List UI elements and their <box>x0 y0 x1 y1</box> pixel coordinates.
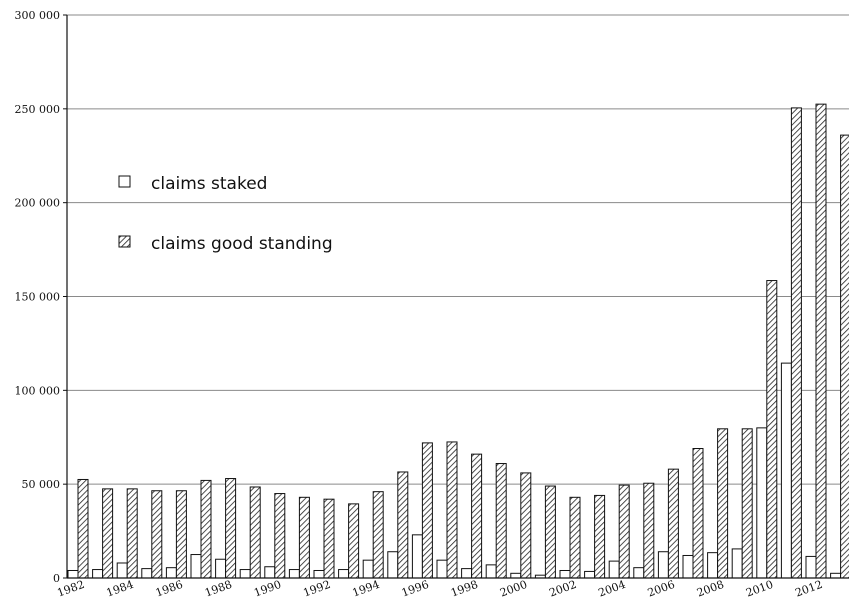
bar-claims-staked-1987 <box>190 554 202 579</box>
x-tick-label: 2012 <box>793 578 824 600</box>
bar-claims-good-standing-1983 <box>102 488 114 579</box>
bar-claims-staked-2011 <box>780 362 792 579</box>
bar-claims-good-standing-1986 <box>175 490 187 579</box>
x-tick-label: 2004 <box>597 578 628 600</box>
bar-claims-staked-2006 <box>657 551 669 579</box>
bar-claims-good-standing-2011 <box>790 107 802 579</box>
bar-claims-good-standing-2002 <box>569 496 581 579</box>
bar-claims-staked-2004 <box>608 560 620 579</box>
bar-claims-staked-1996 <box>411 534 423 579</box>
x-tick-label: 1998 <box>449 578 480 600</box>
bar-claims-good-standing-2009 <box>741 428 753 579</box>
y-axis-ticks: 0 50 000 100 000 150 000 200 000 250 000 300 0… <box>15 9 67 585</box>
bar-claims-good-standing-1989 <box>249 486 261 579</box>
bar-claims-staked-2007 <box>682 554 694 579</box>
bar-claims-good-standing-2013 <box>840 134 849 579</box>
bar-claims-good-standing-2005 <box>643 482 655 579</box>
bar-claims-staked-2008 <box>707 552 719 579</box>
bar-claims-good-standing-2006 <box>667 468 679 579</box>
x-tick-label: 1986 <box>154 578 185 600</box>
bar-claims-good-standing-1994 <box>372 491 384 579</box>
bar-claims-staked-1997 <box>436 559 448 579</box>
bar-claims-good-standing-1993 <box>348 503 360 579</box>
bar-claims-staked-2010 <box>756 427 768 579</box>
legend-label-claims-staked: claims staked <box>151 174 267 194</box>
bar-claims-good-standing-1987 <box>200 479 212 579</box>
bar-claims-staked-1998 <box>461 568 473 579</box>
x-axis-ticks: 1982 1984 1986 1988 1990 1992 1994 1996 1998 2000… <box>55 578 824 600</box>
x-tick-label: 1982 <box>55 578 86 600</box>
x-tick-label: 1984 <box>105 578 136 600</box>
y-tick-label: 250 000 <box>15 103 61 116</box>
bar-claims-good-standing-2003 <box>594 494 606 579</box>
bar-claims-staked-2003 <box>584 570 596 579</box>
bar-claims-staked-2000 <box>510 572 522 579</box>
bar-claims-staked-2005 <box>633 567 645 579</box>
x-tick-label: 1996 <box>400 578 431 600</box>
bar-claims-good-standing-1990 <box>274 493 286 579</box>
bar-claims-good-standing-1996 <box>421 442 433 579</box>
y-tick-label: 50 000 <box>22 478 61 491</box>
x-tick-label: 1988 <box>203 578 234 600</box>
x-tick-label: 2000 <box>498 578 529 600</box>
bar-claims-good-standing-2010 <box>766 280 778 579</box>
bar-claims-staked-1982 <box>67 569 79 579</box>
x-tick-label: 2006 <box>646 578 677 600</box>
x-tick-label: 1992 <box>301 578 332 600</box>
legend-swatch-claims-staked <box>118 175 131 188</box>
bar-claims-staked-1995 <box>387 551 399 579</box>
bar-claims-staked-2013 <box>830 572 842 579</box>
bar-claims-staked-1992 <box>313 569 325 579</box>
bar-claims-staked-1994 <box>362 559 374 579</box>
bar-claims-good-standing-1991 <box>298 496 310 579</box>
axes <box>66 15 849 579</box>
y-tick-label: 300 000 <box>15 9 61 22</box>
bar-claims-good-standing-1988 <box>225 478 237 579</box>
bar-claims-good-standing-2004 <box>618 484 630 579</box>
bar-claims-staked-1986 <box>165 567 177 579</box>
bar-claims-staked-1984 <box>116 562 128 579</box>
x-tick-label: 2010 <box>744 578 775 600</box>
y-tick-label: 0 <box>53 572 60 585</box>
y-tick-label: 150 000 <box>15 291 61 304</box>
legend-swatch-claims-good-standing <box>118 235 131 248</box>
bar-claims-staked-1989 <box>239 569 251 579</box>
bar-claims-good-standing-1997 <box>446 441 458 579</box>
bar-claims-staked-2002 <box>559 569 571 579</box>
bar-claims-good-standing-2001 <box>544 485 556 579</box>
bar-claims-good-standing-1985 <box>151 490 163 579</box>
bar-claims-good-standing-1992 <box>323 498 335 579</box>
x-tick-label: 1994 <box>351 578 382 600</box>
bar-claims-good-standing-1982 <box>77 478 89 579</box>
legend: claims staked claims good standing <box>118 174 333 254</box>
legend-label-claims-good-standing: claims good standing <box>151 234 333 254</box>
x-tick-label: 2002 <box>547 578 578 600</box>
bar-claims-good-standing-1999 <box>495 463 507 579</box>
bar-claims-staked-1988 <box>215 558 227 579</box>
bar-claims-good-standing-2000 <box>520 472 532 579</box>
x-tick-label: 2008 <box>695 578 726 600</box>
bar-claims-good-standing-1998 <box>471 453 483 579</box>
bar-claims-good-standing-1995 <box>397 471 409 579</box>
bar-claims-good-standing-2012 <box>815 103 827 579</box>
bar-claims-staked-2009 <box>731 548 743 579</box>
y-tick-label: 100 000 <box>15 384 61 397</box>
bar-claims-staked-1985 <box>141 568 153 579</box>
bar-claims-staked-1990 <box>264 566 276 579</box>
bar-claims-good-standing-2008 <box>717 428 729 579</box>
bar-claims-staked-1983 <box>92 569 104 579</box>
bar-claims-good-standing-1984 <box>126 488 138 579</box>
bar-claims-staked-2012 <box>805 555 817 579</box>
bar-claims-staked-1991 <box>288 569 300 579</box>
bar-claims-good-standing-2007 <box>692 448 704 579</box>
x-tick-label: 1990 <box>252 578 283 600</box>
bar-claims-staked-1993 <box>338 569 350 579</box>
bar-claims-staked-1999 <box>485 564 497 579</box>
y-tick-label: 200 000 <box>15 197 61 210</box>
